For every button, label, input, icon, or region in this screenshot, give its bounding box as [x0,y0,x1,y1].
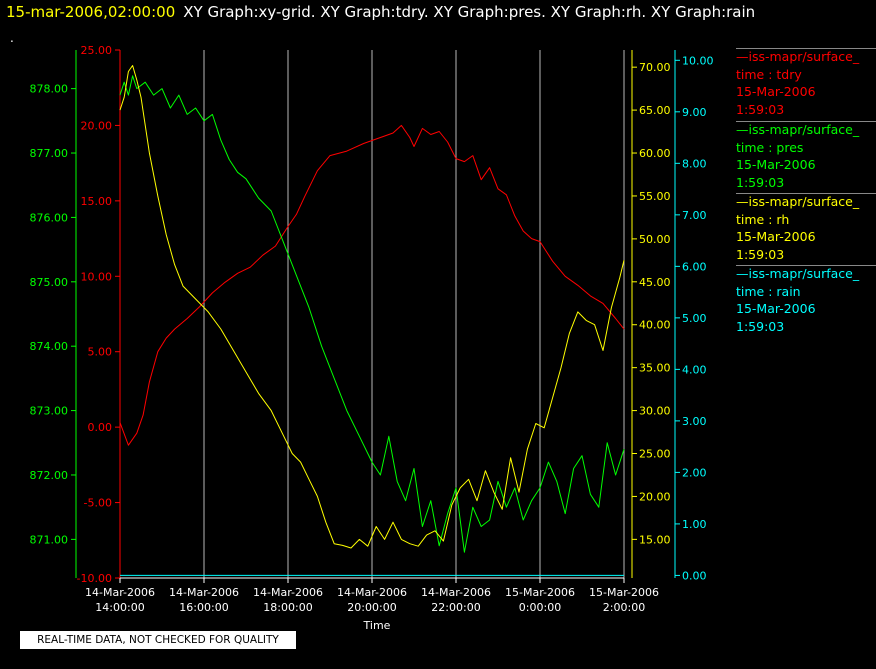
time-tick-label-date: 14-Mar-2006 [253,586,323,599]
legend-label: time : tdry [736,66,802,82]
rain-tick-label: 9.00 [682,106,707,119]
legend-source: —iss-mapr/surface_ [736,49,860,64]
rh-tick-label: 65.00 [639,104,671,117]
time-tick-label-time: 14:00:00 [95,601,144,614]
rain-tick-label: 0.00 [682,569,707,582]
legend-divider [736,193,876,194]
legend-label: time : rain [736,283,801,299]
rain-tick-label: 1.00 [682,518,707,531]
graph-titles: XY Graph:xy-grid. XY Graph:tdry. XY Grap… [183,3,756,21]
pres-tick-label: 877.00 [30,147,69,160]
series-line-pres [119,75,625,553]
legend-source: —iss-mapr/surface_ [736,266,860,281]
pres-tick-label: 872.00 [30,469,69,482]
pres-tick-label: 874.00 [30,340,69,353]
time-tick-label-date: 15-Mar-2006 [505,586,575,599]
legend-entry-rain: —iss-mapr/surface_ time : rain 15-Mar-20… [736,265,876,335]
legend-source: —iss-mapr/surface_ [736,122,860,137]
legend-date: 15-Mar-2006 [736,84,816,99]
tdry-tick-label: 25.00 [81,44,113,57]
rain-tick-label: 8.00 [682,157,707,170]
legend-time: 1:59:03 [736,101,785,117]
tdry-tick-label: -5.00 [84,497,112,510]
rain-tick-label: 3.00 [682,415,707,428]
header-dot: . [10,31,14,45]
tdry-tick-label: -10.00 [77,572,112,585]
tdry-tick-label: 10.00 [81,270,113,283]
rain-tick-label: 6.00 [682,260,707,273]
rh-tick-label: 40.00 [639,319,671,332]
legend-time: 1:59:03 [736,246,785,262]
time-tick-label-time: 18:00:00 [263,601,312,614]
legend-date: 15-Mar-2006 [736,157,816,172]
time-axis-label: Time [363,619,391,632]
rh-tick-label: 50.00 [639,233,671,246]
rain-tick-label: 7.00 [682,209,707,222]
time-tick-label-time: 2:00:00 [603,601,645,614]
time-tick-label-time: 22:00:00 [431,601,480,614]
time-tick-label-time: 20:00:00 [347,601,396,614]
rh-tick-label: 70.00 [639,61,671,74]
rh-tick-label: 45.00 [639,276,671,289]
time-tick-label-time: 16:00:00 [179,601,228,614]
legend-divider [736,48,876,49]
legend-time: 1:59:03 [736,318,785,334]
legend-divider [736,121,876,122]
legend-date: 15-Mar-2006 [736,301,816,316]
time-tick-label-time: 0:00:00 [519,601,561,614]
legend-entry-tdry: —iss-mapr/surface_ time : tdry 15-Mar-20… [736,48,876,118]
pres-tick-label: 878.00 [30,83,69,96]
rh-tick-label: 20.00 [639,490,671,503]
chart-header: 15-mar-2006,02:00:00 XY Graph:xy-grid. XY… [6,3,755,21]
rh-tick-label: 60.00 [639,147,671,160]
rain-tick-label: 4.00 [682,363,707,376]
rh-tick-label: 55.00 [639,190,671,203]
legend-time: 1:59:03 [736,174,785,190]
legend-entry-pres: —iss-mapr/surface_ time : pres 15-Mar-20… [736,121,876,191]
tdry-tick-label: 0.00 [88,421,113,434]
pres-tick-label: 875.00 [30,276,69,289]
legend-date: 15-Mar-2006 [736,229,816,244]
legend-label: time : rh [736,211,790,227]
time-tick-label-date: 14-Mar-2006 [169,586,239,599]
pres-tick-label: 873.00 [30,405,69,418]
rh-tick-label: 30.00 [639,405,671,418]
series-line-tdry [119,124,625,446]
rh-tick-label: 15.00 [639,533,671,546]
legend-source: —iss-mapr/surface_ [736,194,860,209]
series-line-rh [119,65,625,549]
time-tick-label-date: 15-Mar-2006 [589,586,659,599]
timestamp: 15-mar-2006,02:00:00 [6,3,176,21]
legend-label: time : pres [736,139,804,155]
rain-tick-label: 2.00 [682,466,707,479]
rh-tick-label: 25.00 [639,448,671,461]
tdry-tick-label: 5.00 [88,346,113,359]
rain-tick-label: 10.00 [682,54,714,67]
time-tick-label-date: 14-Mar-2006 [421,586,491,599]
tdry-tick-label: 20.00 [81,119,113,132]
pres-tick-label: 871.00 [30,533,69,546]
pres-tick-label: 876.00 [30,211,69,224]
time-tick-label-date: 14-Mar-2006 [337,586,407,599]
quality-disclaimer: REAL-TIME DATA, NOT CHECKED FOR QUALITY [20,631,296,649]
rain-tick-label: 5.00 [682,312,707,325]
legend-divider [736,265,876,266]
time-tick-label-date: 14-Mar-2006 [85,586,155,599]
rh-tick-label: 35.00 [639,362,671,375]
legend-entry-rh: —iss-mapr/surface_ time : rh 15-Mar-2006… [736,193,876,263]
tdry-tick-label: 15.00 [81,195,113,208]
